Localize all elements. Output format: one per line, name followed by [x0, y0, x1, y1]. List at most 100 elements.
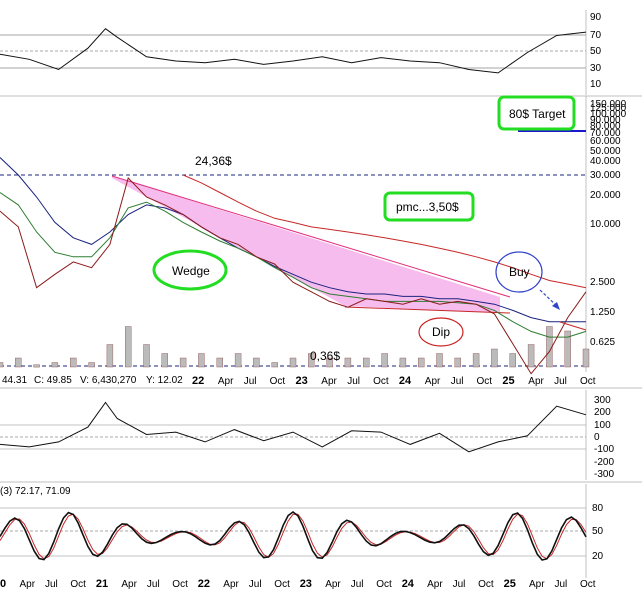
price-x-label: Jul: [347, 376, 360, 387]
price-x-label: Apr: [321, 376, 337, 387]
volume-bar: [582, 348, 590, 368]
bottom-x-label: Jul: [453, 579, 466, 589]
bottom-x-label: Oct: [580, 579, 596, 589]
volume-bar: [234, 353, 242, 368]
mid-osc-line: [0, 401, 587, 453]
bottom-x-label: Oct: [172, 579, 188, 589]
volume-bar: [454, 357, 461, 368]
bottom-x-label: 0: [0, 578, 6, 589]
pmc-box: pmc...3,50$: [383, 191, 475, 222]
volume-bar: [106, 344, 114, 368]
mid-tick-label: 0: [594, 432, 600, 443]
bottom-x-label: 21: [96, 578, 108, 589]
buy-circle: Buy: [495, 251, 543, 293]
top-tick-label: 30: [590, 63, 602, 74]
price-tick-label: 2.500: [590, 277, 615, 288]
price-x-label: 25: [502, 375, 514, 387]
price-tick-label: 1.250: [590, 307, 615, 318]
stoch-legend: (3) 72.17, 71.09: [0, 486, 71, 497]
mid-tick-label: -100: [594, 444, 614, 455]
volume-bar: [51, 362, 59, 368]
top-tick-label: 10: [590, 79, 602, 90]
price-tick-label: 90.000: [590, 115, 621, 126]
bottom-panel: (3) 72.17, 71.09 80 50 20: [0, 484, 604, 578]
red-descending: [559, 321, 587, 331]
stoch-k-line: [0, 510, 587, 561]
volume-bar: [179, 357, 187, 368]
price-x-label: Apr: [528, 376, 544, 387]
mid-tick-label: -300: [594, 469, 614, 480]
bottom-x-label: Oct: [274, 579, 290, 589]
top-tick-label: 50: [590, 46, 602, 57]
volume-bar: [88, 362, 95, 368]
label-2436: 24,36$: [195, 154, 232, 168]
series-ma-green: [0, 192, 587, 338]
price-x-label: 22: [192, 375, 204, 387]
volume-bar: [271, 362, 278, 368]
mid-tick-label: 300: [594, 395, 611, 406]
top-tick-label: 70: [590, 30, 602, 41]
pmc-label: pmc...3,50$: [396, 200, 459, 214]
bottom-x-label: Apr: [529, 579, 545, 589]
price-tick-label: 125.000: [590, 103, 627, 114]
volume-bar: [418, 357, 425, 368]
wedge-fill: [112, 176, 500, 313]
bottom-x-label: 22: [198, 578, 210, 589]
dip-label: Dip: [432, 325, 450, 339]
bottom-x-label: 24: [402, 578, 415, 589]
bottom-x-label: Jul: [351, 579, 364, 589]
bottom-x-label: Jul: [555, 579, 568, 589]
volume-bar: [399, 357, 407, 368]
price-panel: 150.000125.000100.00090.00080.00070.0006…: [0, 96, 627, 375]
price-tick-label: 10.000: [590, 219, 621, 230]
bottom-x-label: Jul: [249, 579, 262, 589]
price-tick-label: 100.000: [590, 109, 627, 120]
wedge-label: Wedge: [172, 264, 210, 278]
volume-bar: [33, 364, 40, 368]
price-x-label: Jul: [451, 376, 464, 387]
price-x-label: Oct: [270, 376, 286, 387]
volume-bar: [363, 357, 370, 368]
volume-bar: [308, 353, 315, 368]
volume-bar: [564, 330, 571, 368]
top-panel: 90 70 50 30 10: [0, 10, 602, 95]
volume-bar: [124, 326, 132, 368]
price-tick-label: 30.000: [590, 170, 621, 181]
price-x-label: Apr: [425, 376, 441, 387]
price-tick-label: 40.000: [590, 156, 621, 167]
mid-tick-label: 100: [594, 420, 611, 431]
bottom-x-label: Jul: [45, 579, 58, 589]
volume-bar: [436, 353, 443, 368]
bottom-x-label: Apr: [427, 579, 443, 589]
label-036: 0,36$: [310, 349, 340, 363]
bottom-x-label: Apr: [20, 579, 36, 589]
price-x-label: Jul: [554, 376, 567, 387]
price-x-label: 24: [399, 375, 412, 387]
buy-label: Buy: [509, 265, 530, 279]
wedge-lower: [344, 306, 511, 314]
bottom-x-label: Apr: [325, 579, 341, 589]
top-tick-label: 90: [590, 12, 602, 23]
volume-bar: [216, 357, 224, 368]
stoch-d-line: [0, 513, 587, 560]
bottom-x-label: 25: [504, 578, 516, 589]
volume-bar: [143, 344, 150, 368]
volume-bar: [472, 353, 480, 368]
price-tick-label: 60.000: [590, 136, 621, 147]
volume-bar: [381, 353, 388, 368]
price-tick-label: 20.000: [590, 190, 621, 201]
price-x-label: Oct: [580, 376, 596, 387]
volume-bar: [0, 362, 4, 368]
price-x-label: Oct: [477, 376, 493, 387]
wedge-upper: [111, 175, 511, 298]
series-ma-red: [182, 174, 587, 289]
volume-bar: [198, 353, 205, 368]
series-price: [0, 177, 587, 375]
price-tick-label: 0.625: [590, 337, 615, 348]
volume-bar: [326, 357, 333, 368]
price-tick-label: 70.000: [590, 128, 621, 139]
volume-bar: [289, 357, 297, 368]
price-tick-label: 150.000: [590, 99, 627, 110]
series-ma-blue: [0, 157, 586, 323]
